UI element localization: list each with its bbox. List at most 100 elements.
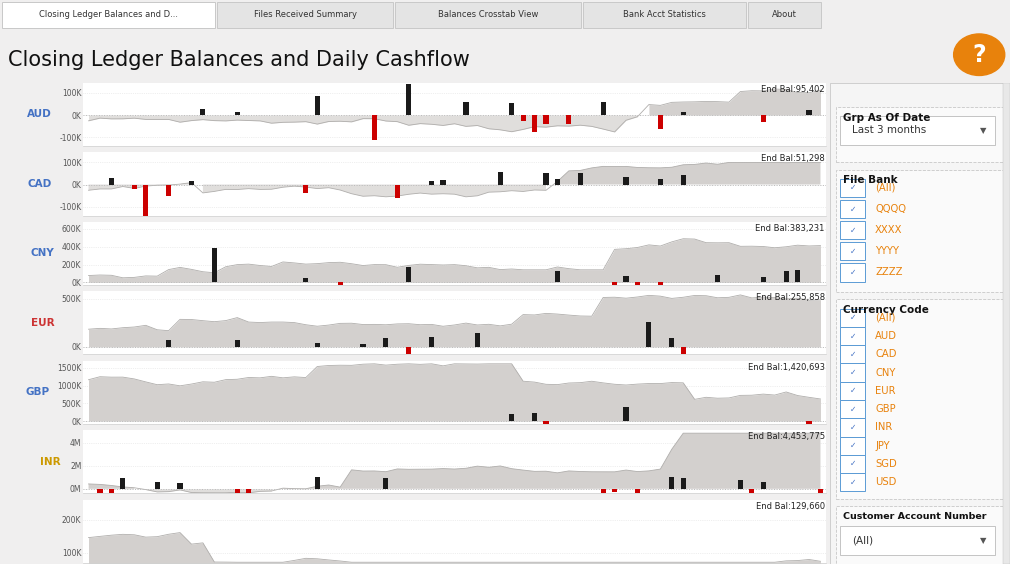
Text: Customer Account Number: Customer Account Number bbox=[842, 512, 987, 521]
Bar bbox=[761, 115, 766, 122]
Text: YYYY: YYYY bbox=[875, 246, 899, 256]
Bar bbox=[406, 85, 411, 115]
FancyBboxPatch shape bbox=[583, 2, 746, 28]
FancyBboxPatch shape bbox=[840, 327, 866, 345]
Text: File Bank: File Bank bbox=[842, 175, 898, 186]
Bar bbox=[612, 489, 617, 492]
Text: ✓: ✓ bbox=[849, 404, 855, 413]
Bar bbox=[784, 271, 789, 283]
Bar bbox=[567, 115, 572, 124]
Bar bbox=[658, 283, 663, 289]
Bar bbox=[623, 407, 628, 421]
Bar bbox=[109, 178, 114, 184]
Bar bbox=[554, 271, 560, 283]
Text: AUD: AUD bbox=[875, 331, 897, 341]
Bar bbox=[155, 482, 160, 489]
Text: GBP: GBP bbox=[875, 404, 896, 414]
Bar bbox=[795, 270, 800, 283]
Text: End Bal:51,298: End Bal:51,298 bbox=[761, 155, 825, 163]
FancyBboxPatch shape bbox=[840, 455, 866, 473]
Bar bbox=[612, 283, 617, 295]
Bar bbox=[234, 112, 239, 115]
Text: EUR: EUR bbox=[875, 386, 896, 396]
FancyBboxPatch shape bbox=[217, 2, 393, 28]
Text: ✓: ✓ bbox=[849, 332, 855, 341]
Bar bbox=[303, 184, 308, 192]
Bar bbox=[315, 95, 320, 115]
Bar bbox=[532, 115, 537, 131]
Bar bbox=[120, 478, 125, 489]
FancyBboxPatch shape bbox=[840, 400, 866, 418]
Y-axis label: CAD: CAD bbox=[27, 179, 52, 189]
Bar bbox=[337, 283, 342, 289]
Bar bbox=[554, 179, 560, 184]
Text: ✓: ✓ bbox=[849, 313, 855, 322]
Text: XXXX: XXXX bbox=[875, 225, 903, 235]
Bar bbox=[543, 115, 548, 124]
Bar bbox=[498, 171, 503, 184]
Text: ✓: ✓ bbox=[849, 205, 855, 213]
FancyBboxPatch shape bbox=[840, 116, 995, 144]
Bar bbox=[646, 323, 651, 347]
Text: ?: ? bbox=[973, 43, 986, 67]
Y-axis label: INR: INR bbox=[40, 457, 61, 467]
Text: Balances Crosstab View: Balances Crosstab View bbox=[437, 10, 538, 19]
Text: ZZZZ: ZZZZ bbox=[875, 267, 903, 277]
Text: ▼: ▼ bbox=[980, 536, 987, 545]
Bar bbox=[234, 340, 239, 347]
Text: Last 3 months: Last 3 months bbox=[851, 125, 926, 135]
Text: ✓: ✓ bbox=[849, 386, 855, 395]
FancyBboxPatch shape bbox=[2, 2, 215, 28]
Y-axis label: CNY: CNY bbox=[30, 248, 55, 258]
Text: (All): (All) bbox=[851, 536, 873, 546]
Text: ✓: ✓ bbox=[849, 460, 855, 469]
Bar bbox=[670, 477, 675, 489]
Bar bbox=[670, 338, 675, 347]
Bar bbox=[658, 179, 663, 184]
Text: Closing Ledger Balances and D...: Closing Ledger Balances and D... bbox=[39, 10, 178, 19]
Bar bbox=[818, 489, 823, 507]
FancyBboxPatch shape bbox=[840, 473, 866, 491]
Bar bbox=[761, 276, 766, 283]
Bar bbox=[109, 489, 114, 517]
Text: ✓: ✓ bbox=[849, 368, 855, 377]
Bar bbox=[200, 109, 205, 115]
Bar bbox=[520, 115, 525, 121]
Text: End Bal:383,231: End Bal:383,231 bbox=[755, 224, 825, 233]
FancyBboxPatch shape bbox=[840, 345, 866, 363]
FancyBboxPatch shape bbox=[840, 221, 866, 239]
Bar bbox=[601, 102, 606, 115]
Text: Currency Code: Currency Code bbox=[842, 305, 928, 315]
Bar bbox=[509, 103, 514, 115]
Bar bbox=[464, 102, 469, 115]
Text: End Bal:129,660: End Bal:129,660 bbox=[755, 501, 825, 510]
FancyBboxPatch shape bbox=[840, 382, 866, 400]
Bar bbox=[406, 347, 411, 360]
Bar bbox=[166, 340, 171, 347]
Y-axis label: EUR: EUR bbox=[30, 318, 55, 328]
Text: CNY: CNY bbox=[875, 368, 896, 377]
Bar bbox=[97, 489, 103, 501]
Text: ✓: ✓ bbox=[849, 441, 855, 450]
FancyBboxPatch shape bbox=[840, 437, 866, 455]
FancyBboxPatch shape bbox=[840, 309, 866, 327]
FancyBboxPatch shape bbox=[835, 506, 1003, 564]
Text: End Bal:4,453,775: End Bal:4,453,775 bbox=[747, 432, 825, 441]
Text: ▼: ▼ bbox=[980, 126, 987, 135]
Bar bbox=[178, 483, 183, 489]
Bar bbox=[635, 283, 640, 289]
FancyBboxPatch shape bbox=[840, 242, 866, 261]
FancyBboxPatch shape bbox=[395, 2, 581, 28]
FancyBboxPatch shape bbox=[835, 170, 1003, 292]
Text: USD: USD bbox=[875, 477, 897, 487]
Bar bbox=[166, 184, 171, 196]
Bar bbox=[234, 489, 239, 499]
Bar bbox=[681, 175, 686, 184]
Text: End Bal:255,858: End Bal:255,858 bbox=[755, 293, 825, 302]
FancyBboxPatch shape bbox=[840, 363, 866, 382]
Bar bbox=[303, 279, 308, 283]
Bar bbox=[406, 267, 411, 283]
Bar bbox=[738, 480, 743, 489]
Bar bbox=[475, 333, 480, 347]
Bar bbox=[532, 413, 537, 421]
